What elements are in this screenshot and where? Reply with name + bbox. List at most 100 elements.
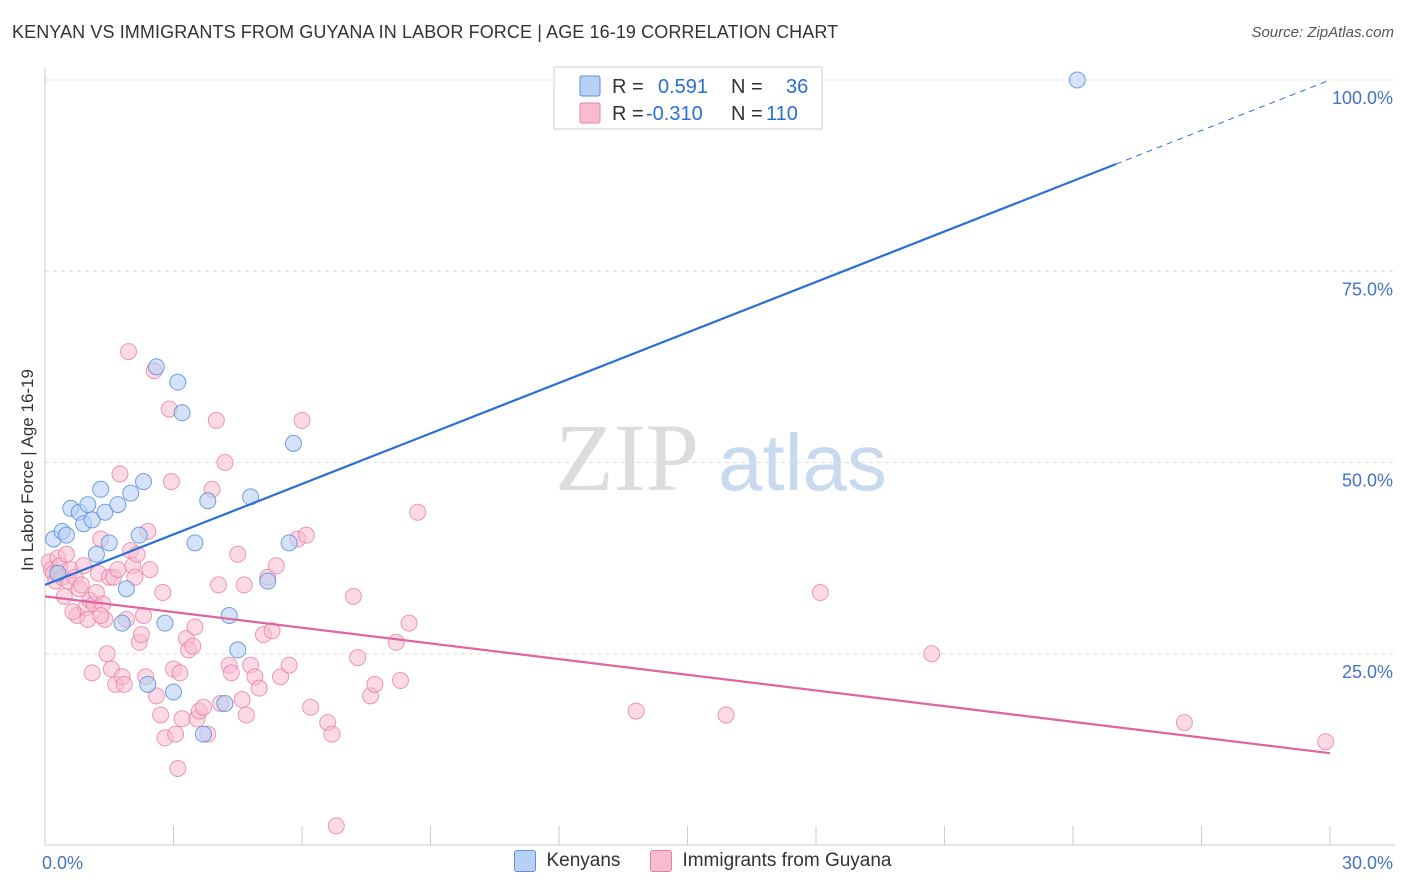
guyana-point [233, 691, 251, 709]
guyana-point [717, 706, 735, 724]
guyana-point [154, 584, 172, 602]
guyana-point [250, 679, 268, 697]
guyana-point [111, 465, 129, 483]
guyana-point [83, 664, 101, 682]
y-tick-label: 75.0% [1342, 279, 1393, 299]
guyana-points [40, 343, 1335, 835]
guyana-point [194, 698, 212, 716]
kenyan-point [130, 526, 148, 544]
guyana-point [147, 687, 165, 705]
guyana-point [162, 473, 180, 491]
legend-n-label-2: N = [731, 103, 763, 125]
kenyan-point [156, 614, 174, 632]
guyana-point [55, 587, 73, 605]
guyana-point [173, 710, 191, 728]
kenyan-point [147, 358, 165, 376]
legend-r-label-1: R = [612, 76, 644, 98]
kenyan-point [100, 534, 118, 552]
guyana-point [344, 587, 362, 605]
guyana-point [323, 725, 341, 743]
kenyan-trend-extension [1115, 79, 1331, 165]
kenyan-point [220, 607, 238, 624]
kenyan-points [45, 71, 1086, 743]
kenyan-point [280, 534, 298, 552]
gridlines [45, 79, 1395, 655]
y-tick-label: 25.0% [1342, 662, 1393, 682]
guyana-point [98, 645, 116, 663]
guyana-point [64, 603, 82, 621]
tick-labels: 25.0% 50.0% 75.0% 100.0% 0.0% 30.0% [42, 88, 1393, 873]
guyana-point [57, 545, 75, 563]
kenyan-point [216, 694, 234, 712]
kenyan-point [1068, 71, 1086, 89]
x-tick-label: 0.0% [42, 853, 83, 873]
watermark-atlas: atlas [718, 418, 887, 507]
kenyan-point [186, 534, 204, 552]
kenyans-swatch [514, 850, 537, 872]
kenyan-point [87, 545, 105, 563]
guyana-point [171, 664, 189, 682]
guyana-point [923, 645, 941, 663]
legend-r-value-2: -0.310 [646, 103, 703, 125]
legend-r-label-2: R = [612, 103, 644, 125]
kenyan-point [139, 675, 157, 693]
guyana-point [72, 576, 90, 594]
guyana-label: Immigrants from Guyana [682, 850, 892, 871]
bottom-legend-guyana: Immigrants from Guyana [650, 850, 892, 872]
guyana-point [186, 618, 204, 636]
kenyan-point [229, 641, 247, 659]
kenyan-point [194, 725, 212, 743]
kenyan-point [117, 580, 135, 598]
source-label: Source: ZipAtlas.com [1251, 24, 1394, 41]
guyana-point [349, 649, 367, 667]
kenyan-point [92, 480, 110, 498]
kenyan-point [96, 503, 114, 521]
guyana-point [263, 622, 281, 640]
trend-lines [44, 79, 1331, 755]
guyana-point [152, 706, 170, 724]
guyana-point [1317, 733, 1335, 751]
guyana-point [280, 656, 298, 674]
kenyan-point [109, 496, 127, 514]
bottom-legend-kenyans: Kenyans [514, 850, 620, 872]
guyana-point [207, 411, 225, 429]
guyana-point [109, 561, 127, 579]
kenyan-point [79, 496, 97, 514]
kenyan-point [169, 373, 187, 391]
chart-title: KENYAN VS IMMIGRANTS FROM GUYANA IN LABO… [12, 22, 839, 42]
guyana-point [267, 557, 285, 575]
guyana-point [297, 526, 315, 544]
guyana-point [235, 576, 253, 594]
guyana-point [272, 668, 290, 686]
legend-swatch-kenyans [579, 75, 601, 97]
guyana-point [92, 607, 110, 624]
kenyan-point [165, 683, 182, 701]
legend-n-value-1: 36 [786, 76, 808, 98]
guyana-point [141, 561, 159, 579]
legend: R = 0.591 N = 36 R = -0.310 N = 110 [553, 66, 823, 130]
guyana-point [327, 817, 345, 835]
kenyan-point [284, 434, 302, 452]
guyana-point [811, 584, 829, 602]
guyana-point [400, 614, 418, 632]
y-tick-label: 100.0% [1332, 88, 1393, 108]
kenyan-trend-line [44, 163, 1117, 586]
kenyan-point [83, 511, 101, 529]
kenyan-point [135, 473, 153, 491]
kenyan-point [173, 404, 191, 422]
guyana-point [132, 626, 150, 644]
guyana-point [126, 568, 144, 586]
kenyan-point [259, 572, 277, 590]
guyana-trend-line [44, 595, 1331, 755]
guyana-point [229, 545, 247, 563]
guyana-point [409, 503, 427, 521]
guyana-point [209, 576, 227, 594]
kenyan-point [113, 614, 131, 632]
guyana-point [120, 343, 138, 361]
watermark-zip: ZIP [555, 404, 699, 511]
legend-swatch-guyana [579, 102, 601, 124]
kenyan-point [122, 484, 140, 502]
legend-n-value-2: 110 [766, 103, 798, 125]
legend-r-value-1: 0.591 [658, 76, 708, 98]
